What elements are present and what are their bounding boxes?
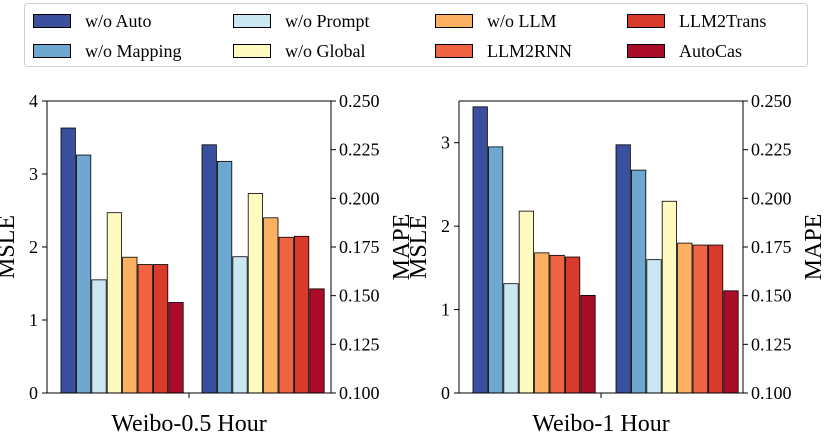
y2-tick-label: 0.125 [339,334,380,354]
bar-msle [76,154,92,394]
y2-tick-label: 0.250 [751,91,792,111]
legend: w/o Auto w/o Mapping w/o Prompt w/o Global w… [24,3,808,67]
legend-item: LLM2RNN [435,40,572,62]
y-tick-label: 3 [441,133,450,153]
y2-tick-label: 0.175 [751,237,792,257]
y2-tick-label: 0.225 [339,140,380,160]
y2-tick-label: 0.200 [751,188,792,208]
bar-msle [549,254,565,394]
legend-item: w/o Prompt [233,10,370,32]
x-axis-label: Weibo-1 Hour [532,411,669,437]
legend-label: AutoCas [679,40,742,61]
bar-mape [201,144,217,394]
legend-item: w/o LLM [435,10,557,32]
chart-panel: 0 1 2 3 0.100 0.125 0.150 0.175 0.200 0.225 0.250 M… [406,91,827,437]
legend-swatch [435,14,473,28]
legend-swatch [233,14,271,28]
bar-mape [263,217,279,394]
legend-label: w/o Auto [85,10,152,31]
legend-label: w/o LLM [487,10,557,31]
bar-mape [708,244,724,394]
legend-item: w/o Global [233,40,366,62]
bar-mape [677,242,693,394]
bar-mape [293,235,310,394]
bar-msle [580,294,596,394]
y2-tick-label: 0.250 [339,91,380,111]
bar-msle [534,252,550,394]
y2-tick-label: 0.225 [751,140,792,160]
bar-mape [216,160,233,394]
bar-mape [692,244,708,394]
bar-msle [472,106,488,394]
chart-panel: 0 1 2 3 4 0.100 0.125 0.150 0.175 0.200 0.225 0.250… [0,91,415,437]
legend-item: w/o Auto [33,10,152,32]
legend-label: w/o Prompt [285,10,370,31]
bar-msle [137,264,153,394]
bar-msle [503,283,519,394]
legend-label: w/o Mapping [85,40,182,61]
y2-tick-label: 0.100 [339,383,380,403]
bar-mape [232,256,248,394]
bar-msle [122,256,138,394]
legend-label: LLM2Trans [679,10,767,31]
x-axis-label: Weibo-0.5 Hour [111,411,266,437]
legend-label: w/o Global [285,40,366,61]
y-tick-label: 4 [29,91,38,111]
bar-msle [565,256,581,394]
bar-msle [518,210,535,394]
bar-mape [309,288,325,394]
y-tick-label: 2 [441,216,450,236]
bar-msle [487,146,504,394]
legend-swatch [627,14,665,28]
y-axis-label: MSLE [406,215,432,279]
y2-tick-label: 0.125 [751,334,792,354]
y-tick-label: 3 [29,164,38,184]
bar-msle [152,264,169,394]
legend-swatch [33,14,71,28]
bar-mape [615,144,631,394]
bar-mape [661,200,678,394]
y-tick-label: 0 [441,383,450,403]
legend-label: LLM2RNN [487,40,572,61]
bar-msle [168,302,184,394]
y2-axis-label: MAPE [389,214,415,281]
y2-tick-label: 0.175 [339,237,380,257]
bar-mape [723,290,739,394]
y2-tick-label: 0.100 [751,383,792,403]
y-tick-label: 1 [29,310,38,330]
bar-mape [646,259,662,394]
y2-tick-label: 0.200 [339,188,380,208]
bar-mape [247,193,263,394]
bar-msle [91,279,107,394]
y-tick-label: 2 [29,237,38,257]
legend-item: AutoCas [627,40,742,62]
legend-swatch [33,44,71,58]
bar-msle [106,212,122,394]
legend-item: w/o Mapping [33,40,182,62]
y-tick-label: 0 [29,383,38,403]
bar-mape [631,169,647,394]
bar-msle [60,127,76,394]
y-axis-label: MSLE [0,215,20,279]
legend-item: LLM2Trans [627,10,766,32]
legend-swatch [435,44,473,58]
y2-tick-label: 0.150 [339,286,380,306]
y2-tick-label: 0.150 [751,286,792,306]
legend-swatch [233,44,271,58]
y2-axis-label: MAPE [801,214,827,281]
y-tick-label: 1 [441,300,450,320]
bar-mape [278,236,294,394]
legend-swatch [627,44,665,58]
